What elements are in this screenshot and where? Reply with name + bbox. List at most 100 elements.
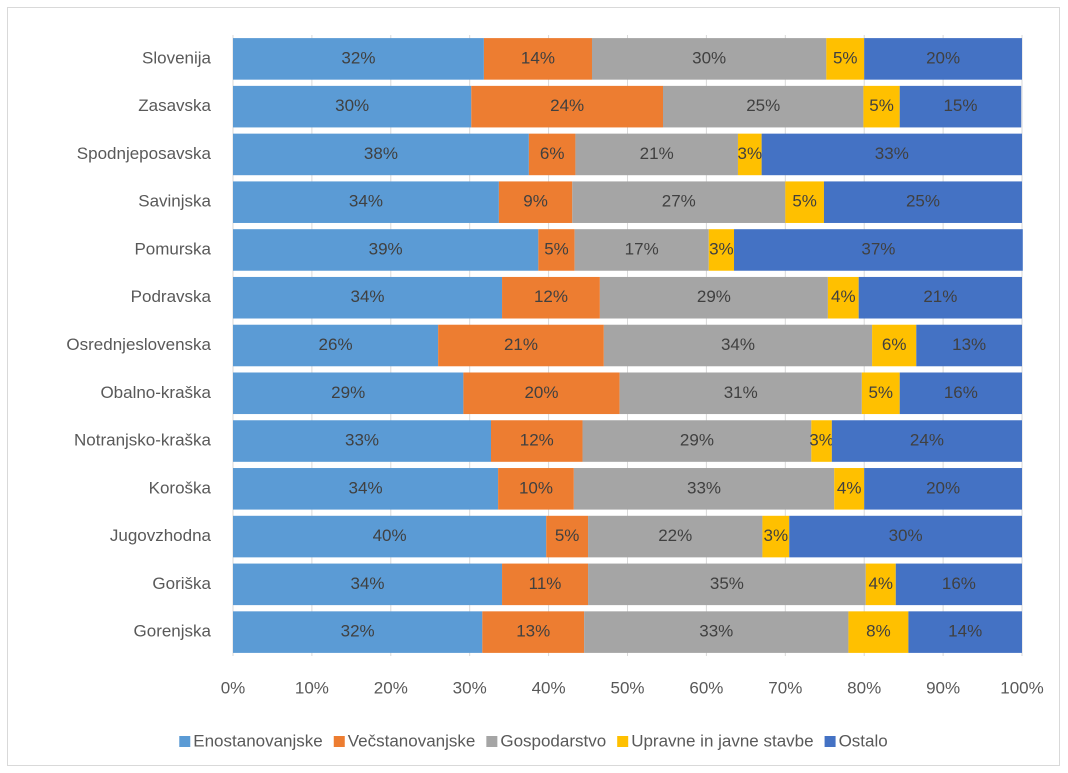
bar-segment — [762, 515, 790, 558]
x-tick-label: 80% — [847, 678, 881, 697]
bar-segment — [908, 611, 1022, 653]
bar-segment — [872, 324, 917, 367]
bar-segment — [789, 515, 1022, 558]
data-label: 5% — [555, 526, 580, 545]
bar-segment — [761, 133, 1022, 176]
data-label: 12% — [520, 431, 554, 450]
data-label: 4% — [837, 478, 862, 497]
legend-swatch — [824, 736, 836, 747]
bar-segment — [619, 372, 862, 415]
bar-segment — [491, 420, 583, 462]
data-label: 35% — [710, 574, 744, 593]
legend-swatch — [179, 736, 191, 747]
data-label: 10% — [519, 478, 553, 497]
y-tick-label: Notranjsko-kraška — [74, 431, 212, 450]
data-label: 20% — [926, 478, 960, 497]
bar-segment — [858, 276, 1022, 319]
bar-segment — [588, 515, 763, 558]
data-label: 29% — [697, 287, 731, 306]
bar-segment — [865, 563, 896, 606]
bar-segment — [899, 85, 1022, 128]
bar-segment — [582, 420, 812, 462]
bar-segment — [502, 563, 589, 606]
data-label: 24% — [910, 431, 944, 450]
y-tick-label: Spodnjeposavska — [77, 144, 212, 163]
x-tick-label: 50% — [610, 678, 644, 697]
bar-segment — [599, 276, 828, 319]
data-label: 17% — [625, 239, 659, 258]
data-label: 25% — [746, 96, 780, 115]
data-label: 20% — [524, 383, 558, 402]
data-label: 33% — [687, 478, 721, 497]
y-tick-label: Koroška — [149, 478, 212, 497]
data-label: 32% — [341, 622, 375, 641]
data-label: 24% — [550, 96, 584, 115]
data-label: 21% — [640, 144, 674, 163]
data-label: 34% — [351, 574, 385, 593]
bar-segment — [483, 38, 592, 80]
bar-segment — [498, 181, 573, 223]
bar-segment — [708, 229, 735, 271]
data-label: 13% — [516, 622, 550, 641]
bar-segment — [572, 181, 786, 223]
x-tick-label: 0% — [221, 678, 246, 697]
bar-segment — [827, 276, 859, 319]
bar-segment — [233, 468, 499, 510]
data-label: 39% — [369, 239, 403, 258]
legend-swatch — [617, 736, 629, 747]
bar-segment — [575, 133, 738, 176]
data-label: 34% — [349, 192, 383, 211]
data-label: 27% — [662, 192, 696, 211]
bar-segment — [233, 515, 547, 558]
bar-segment — [233, 324, 439, 367]
bar-segment — [233, 420, 492, 462]
data-label: 21% — [923, 287, 957, 306]
x-tick-label: 70% — [768, 678, 802, 697]
bar-segment — [663, 85, 864, 128]
data-label: 8% — [866, 622, 891, 641]
data-label: 3% — [809, 431, 834, 450]
y-tick-label: Slovenija — [142, 48, 212, 67]
bar-segment — [233, 563, 503, 606]
bar-segment — [233, 229, 539, 271]
bar-segment — [573, 468, 835, 510]
bar-segment — [233, 85, 472, 128]
data-label: 16% — [944, 383, 978, 402]
y-tick-label: Osrednjeslovenska — [66, 335, 211, 354]
bar-segment — [861, 372, 900, 415]
data-label: 33% — [345, 431, 379, 450]
bar-segment — [438, 324, 604, 367]
data-label: 15% — [943, 96, 977, 115]
data-label: 16% — [942, 574, 976, 593]
legend-label: Enostanovanjske — [193, 731, 322, 750]
bar-segment — [546, 515, 589, 558]
bar-segment — [498, 468, 574, 510]
legend-label: Ostalo — [839, 731, 888, 750]
y-tick-label: Obalno-kraška — [100, 383, 211, 402]
data-label: 5% — [833, 48, 858, 67]
data-label: 34% — [351, 287, 385, 306]
bar-segment — [823, 181, 1022, 223]
bar-segment — [584, 611, 849, 653]
data-label: 14% — [948, 622, 982, 641]
bar-segment — [528, 133, 576, 176]
bar-segment — [233, 38, 484, 80]
x-tick-label: 40% — [532, 678, 566, 697]
bar-segment — [538, 229, 575, 271]
bar-segment — [785, 181, 824, 223]
bar-segment — [588, 563, 866, 606]
data-label: 30% — [335, 96, 369, 115]
bar-segment — [831, 420, 1022, 462]
bar-segment — [899, 372, 1022, 415]
data-label: 3% — [738, 144, 763, 163]
data-label: 29% — [680, 431, 714, 450]
bar-segment — [591, 38, 827, 80]
data-label: 9% — [523, 192, 548, 211]
data-label: 34% — [349, 478, 383, 497]
data-label: 31% — [724, 383, 758, 402]
bar-segment — [233, 133, 529, 176]
bar-segment — [895, 563, 1022, 606]
y-tick-label: Goriška — [152, 574, 211, 593]
bar-segment — [864, 38, 1022, 80]
